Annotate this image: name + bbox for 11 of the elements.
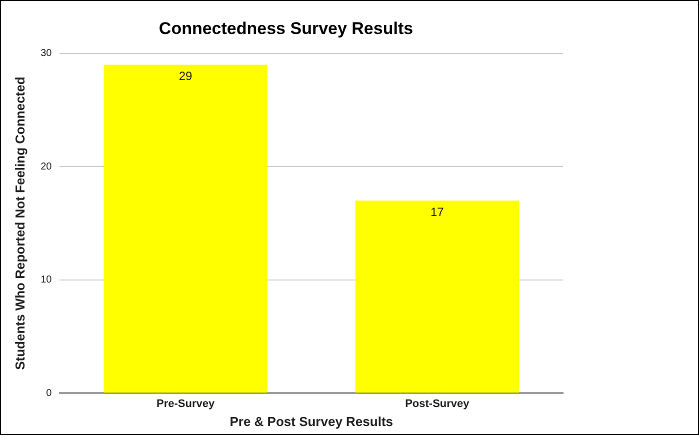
x-tick-label: Pre-Survey bbox=[156, 398, 216, 410]
y-tick-label: 10 bbox=[40, 274, 52, 286]
x-tick-label: Post-Survey bbox=[405, 398, 470, 410]
y-tick-label: 0 bbox=[46, 388, 52, 399]
x-axis-title: Pre & Post Survey Results bbox=[230, 414, 394, 429]
y-tick-label: 30 bbox=[40, 48, 52, 60]
data-label: 17 bbox=[430, 204, 444, 219]
data-label: 29 bbox=[178, 69, 193, 84]
y-tick-label: 20 bbox=[40, 161, 52, 172]
y-axis-title: Students Who Reported Not Feeling Connected bbox=[12, 76, 28, 370]
chart-title: Connectedness Survey Results bbox=[158, 18, 414, 38]
